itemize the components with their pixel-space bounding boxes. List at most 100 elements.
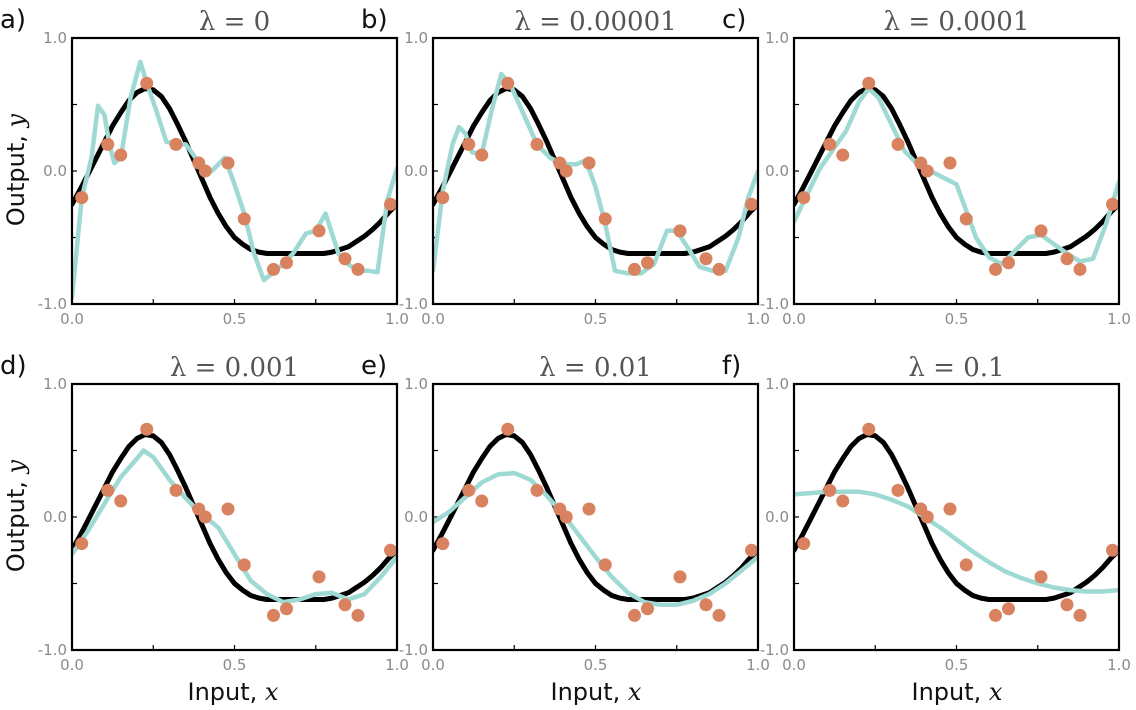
y-axis-title-var: y	[2, 459, 30, 474]
y-tick-label: -1.0	[760, 641, 789, 659]
panels-group: a) λ = 00.0 0.5 1.01.00.0-1.0b) λ = 0.000010…	[0, 5, 1131, 674]
data-point	[797, 537, 811, 551]
panel-a: a) λ = 00.0 0.5 1.01.00.0-1.0	[0, 5, 409, 328]
x-tick-label: 1.0	[746, 656, 770, 674]
x-tick-label: 1.0	[385, 656, 409, 674]
data-point	[101, 137, 115, 151]
data-point	[989, 608, 1002, 622]
panel-label: b)	[361, 5, 388, 35]
panel-title: λ = 0.001	[170, 353, 299, 383]
axes-frame	[70, 36, 399, 306]
data-point	[836, 148, 850, 162]
data-point	[943, 502, 957, 516]
data-point	[862, 422, 876, 436]
data-point	[312, 224, 326, 238]
data-point	[169, 483, 183, 497]
fitted-model-line	[433, 71, 758, 276]
data-point	[1106, 543, 1119, 557]
data-point	[943, 156, 957, 170]
data-point	[1002, 256, 1015, 270]
data-point	[312, 570, 326, 584]
data-point	[1060, 598, 1074, 612]
true-function-line	[72, 432, 397, 602]
data-point	[836, 494, 850, 508]
panel-title: λ = 0.1	[908, 353, 1004, 383]
y-tick-label: 1.0	[404, 29, 428, 47]
x-axis-title-text: Input,	[551, 678, 628, 706]
data-point	[797, 191, 811, 205]
y-tick-label: 0.0	[43, 508, 67, 526]
y-tick-label: 0.0	[765, 162, 789, 180]
data-point	[1060, 252, 1074, 266]
axes-frame	[431, 36, 760, 306]
y-tick-label: 1.0	[765, 29, 789, 47]
y-tick-label: 0.0	[43, 162, 67, 180]
data-point	[338, 598, 352, 612]
data-point	[462, 483, 476, 497]
y-axis-title-text: Output,	[2, 127, 30, 226]
axes-frame	[792, 382, 1121, 652]
data-point	[338, 252, 352, 266]
plot-area	[433, 432, 758, 608]
data-point	[267, 262, 280, 276]
y-tick-label: 0.0	[765, 508, 789, 526]
data-point	[267, 608, 280, 622]
x-tick-label: 1.0	[385, 310, 409, 328]
x-tick-label: 0.5	[584, 656, 608, 674]
data-point	[598, 212, 612, 226]
data-point	[501, 76, 515, 90]
x-tick-label: 0.0	[782, 310, 806, 328]
y-tick-label: 1.0	[404, 375, 428, 393]
y-tick-label: -1.0	[760, 295, 789, 313]
x-axis-title-right: Input, x	[912, 678, 1003, 706]
x-axis-title-middle: Input, x	[551, 678, 642, 706]
y-tick-label: -1.0	[399, 641, 428, 659]
data-point	[598, 558, 612, 572]
data-point	[1106, 197, 1119, 211]
panel-label: f)	[722, 351, 741, 381]
x-tick-label: 0.5	[584, 310, 608, 328]
y-axis-title-bottom: Output, y	[2, 459, 30, 572]
fitted-model-line	[794, 489, 1119, 594]
x-tick-label: 1.0	[1107, 310, 1131, 328]
x-tick-label: 0.5	[223, 310, 247, 328]
data-point	[436, 191, 450, 205]
fitted-model-line	[433, 470, 758, 608]
x-tick-label: 0.0	[60, 310, 84, 328]
panel-f: f) λ = 0.10.0 0.5 1.01.00.0-1.0	[722, 351, 1131, 674]
panel-label: a)	[0, 5, 26, 35]
data-point	[712, 608, 726, 622]
x-tick-label: 0.0	[421, 656, 445, 674]
y-tick-label: 1.0	[765, 375, 789, 393]
true-function-line	[433, 86, 758, 256]
data-point	[221, 502, 235, 516]
x-axis-title-var: x	[265, 678, 279, 706]
x-axis-title-left: Input, x	[188, 678, 279, 706]
data-point	[1034, 570, 1048, 584]
data-point	[114, 494, 128, 508]
data-point	[384, 197, 397, 211]
data-point	[959, 212, 973, 226]
data-point	[237, 212, 251, 226]
data-point	[280, 602, 293, 616]
x-axis-title-text: Input,	[188, 678, 265, 706]
y-tick-label: 0.0	[404, 508, 428, 526]
plot-area	[72, 432, 397, 605]
true-function-line	[72, 86, 397, 256]
panel-label: c)	[722, 5, 746, 35]
data-point	[198, 510, 212, 524]
data-point	[351, 262, 365, 276]
data-point	[989, 262, 1002, 276]
x-axis-title-var: x	[989, 678, 1003, 706]
data-point	[140, 422, 154, 436]
data-point	[745, 197, 758, 211]
data-point	[462, 137, 476, 151]
x-tick-label: 0.0	[60, 656, 84, 674]
y-axis-title-var: y	[2, 113, 30, 128]
data-point	[114, 148, 128, 162]
y-axis-title-text: Output,	[2, 473, 30, 572]
panel-title: λ = 0	[199, 7, 270, 37]
